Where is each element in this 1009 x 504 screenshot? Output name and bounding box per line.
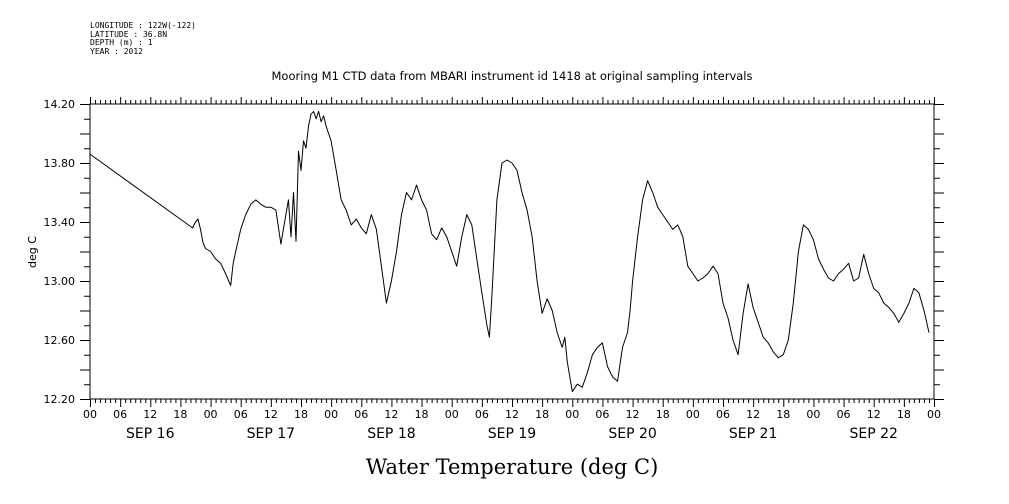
y-tick-label: 13.40 [44, 216, 76, 229]
x-tick-label: 12 [384, 408, 398, 421]
x-tick-label: 18 [776, 408, 790, 421]
y-tick-label: 13.00 [44, 275, 76, 288]
x-tick-label: 06 [595, 408, 609, 421]
x-tick-label: 12 [264, 408, 278, 421]
x-day-label: SEP 17 [247, 426, 295, 442]
x-tick-label: 18 [897, 408, 911, 421]
x-axis-label: Water Temperature (deg C) [366, 455, 659, 479]
year-text: YEAR : 2012 [90, 46, 143, 56]
x-tick-label: 18 [415, 408, 429, 421]
y-axis-label: deg C [26, 236, 39, 268]
x-tick-label: 18 [173, 408, 187, 421]
latitude-text: LATITUDE : 36.8N [90, 29, 168, 39]
plot-frame [89, 103, 935, 400]
plot-group [89, 103, 935, 400]
y-tick-label: 13.80 [44, 157, 76, 170]
x-day-label: SEP 20 [608, 426, 656, 442]
x-tick-label: 12 [626, 408, 640, 421]
longitude-text: LONGITUDE : 122W(-122) [90, 21, 196, 30]
y-tick-label: 12.60 [44, 334, 76, 347]
x-tick-label: 18 [294, 408, 308, 421]
x-day-label: SEP 21 [729, 426, 777, 442]
x-tick-label: 18 [656, 408, 670, 421]
metadata-block: LONGITUDE : 122W(-122) LATITUDE : 36.8N … [90, 21, 196, 56]
tick-group: 00 06 12 18 00 06 12 18 00 06 12 18 00 06 12 18 00 06 12 18… [44, 97, 944, 442]
x-tick-label: 12 [867, 408, 881, 421]
chart-title: Mooring M1 CTD data from MBARI instrumen… [272, 69, 753, 83]
x-tick-label: 00 [324, 408, 338, 421]
x-tick-label: 00 [445, 408, 459, 421]
x-tick-label: 00 [565, 408, 579, 421]
temperature-series-line [89, 110, 930, 393]
x-tick-label: 00 [204, 408, 218, 421]
x-tick-label: 06 [113, 408, 127, 421]
x-tick-label: 00 [83, 408, 97, 421]
x-tick-label: 06 [234, 408, 248, 421]
depth-text: DEPTH (m) : 1 [90, 38, 153, 47]
x-tick-label: 18 [535, 408, 549, 421]
x-tick-label: 00 [927, 408, 941, 421]
x-tick-label: 06 [837, 408, 851, 421]
x-tick-label: 06 [354, 408, 368, 421]
y-tick-label: 14.20 [44, 98, 76, 111]
x-tick-label: 06 [716, 408, 730, 421]
x-day-label: SEP 22 [849, 426, 897, 442]
y-tick-label: 12.20 [44, 393, 76, 406]
x-tick-label: 00 [686, 408, 700, 421]
x-day-label: SEP 19 [488, 426, 536, 442]
x-tick-label: 12 [505, 408, 519, 421]
x-tick-label: 00 [806, 408, 820, 421]
x-tick-label: 06 [475, 408, 489, 421]
x-tick-label: 12 [746, 408, 760, 421]
x-day-label: SEP 18 [367, 426, 415, 442]
x-day-label: SEP 16 [126, 426, 175, 442]
x-tick-label: 12 [143, 408, 157, 421]
